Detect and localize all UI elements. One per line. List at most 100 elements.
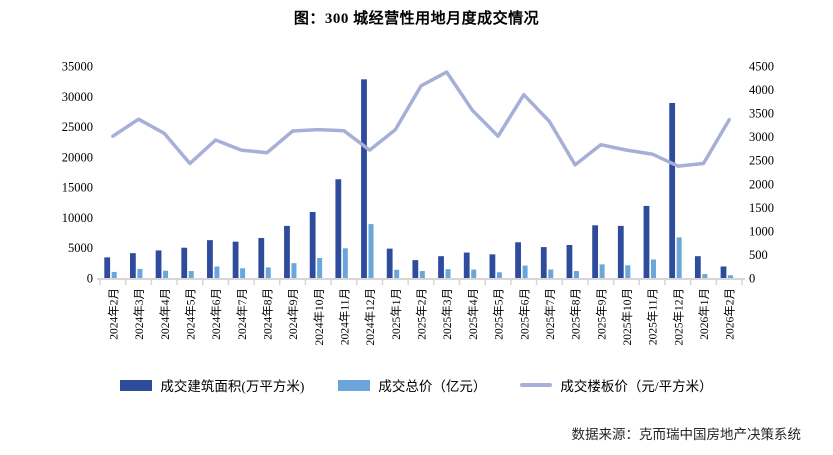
legend-swatch-floor-price-line <box>520 383 553 387</box>
bar-total-price <box>137 268 143 278</box>
bar-total-price <box>394 269 400 278</box>
bar-building-area <box>258 238 265 278</box>
data-source-note: 数据来源：克而瑞中国房地产决策系统 <box>571 427 802 442</box>
y-axis-right-tick-label: 2000 <box>749 177 774 191</box>
x-axis-category-label: 2025年6月 <box>517 288 531 340</box>
bar-building-area <box>412 260 419 278</box>
bar-total-price <box>522 265 528 278</box>
x-axis-category-label: 2024年12月 <box>363 288 377 346</box>
bar-building-area <box>284 225 290 278</box>
y-axis-right-tick-label: 2500 <box>749 154 774 168</box>
legend-swatch-total-price <box>338 379 371 391</box>
x-axis-category-label: 2024年4月 <box>158 288 172 340</box>
bar-total-price <box>625 265 631 278</box>
chart-legend: 成交建筑面积(万平方米) 成交总价（亿元） 成交楼板价（元/平方米） <box>0 375 833 395</box>
y-axis-right-tick-label: 500 <box>749 248 768 262</box>
bar-total-price <box>291 263 297 278</box>
bar-total-price <box>471 269 477 278</box>
bar-total-price <box>111 271 117 278</box>
x-axis-category-label: 2024年5月 <box>183 288 197 340</box>
x-axis-category-label: 2024年8月 <box>260 288 274 340</box>
bar-total-price <box>265 267 271 278</box>
bar-total-price <box>188 271 194 278</box>
bar-total-price <box>702 274 708 278</box>
x-axis-category-label: 2025年10月 <box>620 288 634 346</box>
y-axis-right-tick-label: 4000 <box>749 83 774 97</box>
bar-building-area <box>386 248 393 278</box>
bar-building-area <box>232 241 239 278</box>
legend-label-total-price: 成交总价（亿元） <box>378 379 487 394</box>
bar-total-price <box>163 270 169 278</box>
bar-building-area <box>207 240 213 278</box>
bar-building-area <box>540 247 547 278</box>
bar-total-price <box>728 275 734 278</box>
bar-total-price <box>342 248 348 278</box>
y-axis-left-tick-label: 25000 <box>62 120 93 134</box>
y-axis-left-tick-label: 20000 <box>62 150 93 164</box>
x-axis-category-label: 2024年6月 <box>209 288 223 340</box>
x-axis-category-label: 2025年3月 <box>440 288 454 340</box>
bar-building-area <box>438 256 444 278</box>
x-axis-category-label: 2025年8月 <box>569 288 583 340</box>
bar-building-area <box>566 244 573 278</box>
x-axis-category-label: 2025年2月 <box>415 288 429 340</box>
bar-total-price <box>445 269 451 278</box>
x-axis-category-label: 2025年7月 <box>543 288 557 340</box>
x-axis-category-label: 2024年11月 <box>338 288 352 345</box>
bar-total-price <box>548 269 554 278</box>
bar-building-area <box>335 179 342 278</box>
y-axis-right-tick-label: 1500 <box>749 201 774 215</box>
bar-total-price <box>599 264 605 278</box>
bar-building-area <box>309 211 316 278</box>
bar-total-price <box>650 259 656 278</box>
x-axis-category-label: 2025年9月 <box>594 288 608 340</box>
bar-building-area <box>669 102 676 278</box>
bar-building-area <box>129 253 136 278</box>
bar-building-area <box>694 256 701 278</box>
x-axis-category-label: 2025年1月 <box>389 288 403 340</box>
bar-total-price <box>496 272 502 278</box>
x-axis-category-label: 2026年2月 <box>723 288 737 340</box>
bar-building-area <box>592 225 599 278</box>
y-axis-right-tick-label: 3000 <box>749 130 774 144</box>
x-axis-category-label: 2025年4月 <box>466 288 480 340</box>
floor-price-line <box>111 70 731 168</box>
bar-building-area <box>463 252 470 278</box>
bar-total-price <box>214 266 220 278</box>
legend-item-total-price: 成交总价（亿元） <box>338 375 486 395</box>
y-axis-left-tick-label: 10000 <box>62 211 93 225</box>
chart-title: 图：300 城经营性用地月度成交情况 <box>293 11 540 27</box>
bar-total-price <box>317 258 323 278</box>
x-axis-category-label: 2024年2月 <box>106 288 120 340</box>
combo-chart-canvas: 0 5000 10000 15000 20000 25000 30000 35000 0 500 1… <box>62 60 774 346</box>
y-axis-left-tick-label: 0 <box>87 272 93 286</box>
y-axis-right-tick-label: 1000 <box>749 224 774 238</box>
legend-label-building-area: 成交建筑面积(万平方米) <box>160 379 305 394</box>
x-axis-category-label: 2026年1月 <box>697 288 711 340</box>
bar-total-price <box>419 271 425 278</box>
x-axis-category-label: 2024年3月 <box>132 288 146 340</box>
bar-total-price <box>676 237 682 278</box>
bar-total-price <box>240 268 246 278</box>
bar-building-area <box>515 242 521 278</box>
x-axis-category-label: 2024年10月 <box>312 288 326 346</box>
legend-label-floor-price: 成交楼板价（元/平方米） <box>560 379 713 394</box>
bar-building-area <box>643 205 650 278</box>
y-axis-left-tick-label: 5000 <box>68 241 93 255</box>
y-axis-right-tick-label: 4500 <box>749 60 774 74</box>
x-axis-category-label: 2025年5月 <box>492 288 506 340</box>
x-axis-category-label: 2025年11月 <box>646 288 660 345</box>
y-axis-left-tick-label: 30000 <box>62 90 93 104</box>
bar-total-price <box>573 271 579 278</box>
y-axis-right-tick-label: 0 <box>749 272 755 286</box>
legend-swatch-building-area <box>120 379 153 391</box>
bar-building-area <box>617 225 624 278</box>
x-axis-category-label: 2025年12月 <box>671 288 685 346</box>
legend-item-building-area: 成交建筑面积(万平方米) <box>120 375 304 395</box>
x-axis-category-label: 2024年7月 <box>235 288 249 340</box>
bar-building-area <box>720 266 727 278</box>
bar-building-area <box>361 79 367 278</box>
legend-item-floor-price: 成交楼板价（元/平方米） <box>520 375 713 395</box>
bar-total-price <box>368 224 374 278</box>
